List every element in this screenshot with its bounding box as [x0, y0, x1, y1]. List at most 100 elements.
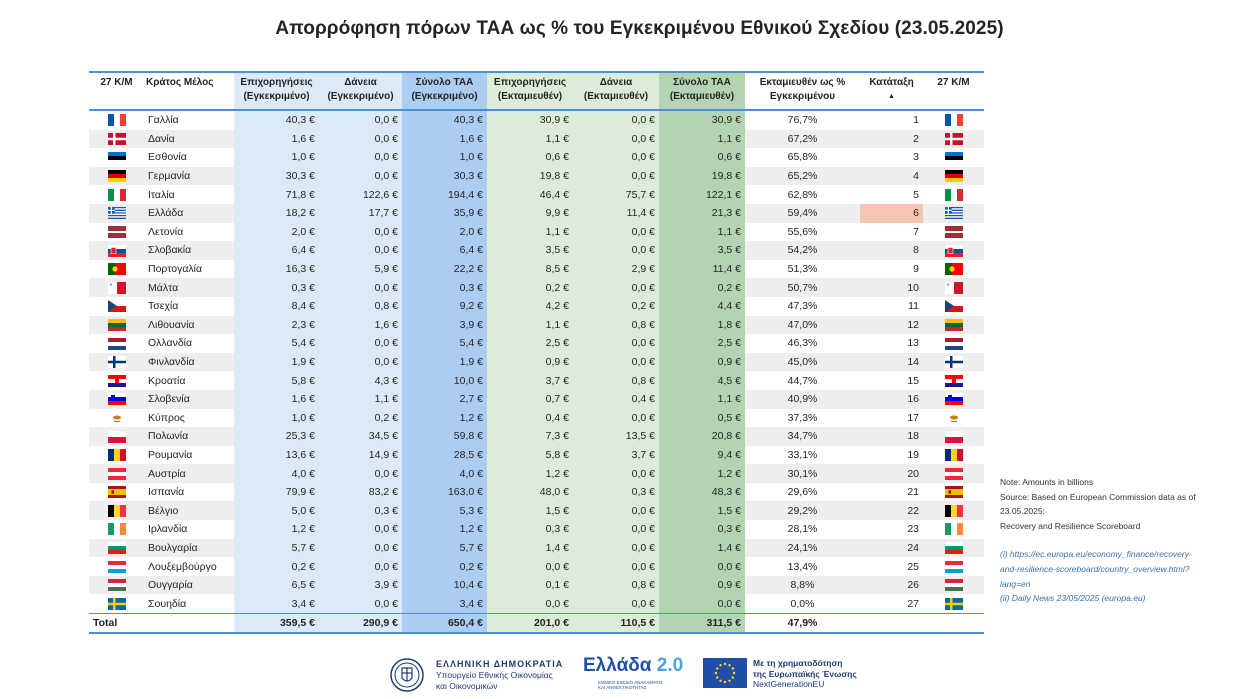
total-approved: 30,3 €	[402, 166, 487, 186]
loans-disbursed: 0,0 €	[573, 501, 659, 521]
table-row[interactable]: Μάλτα 0,3 €0,0 €0,3 €0,2 €0,0 €0,2 €50,7%…	[89, 278, 984, 297]
col-header-rank[interactable]: Κατάταξη ▲	[860, 71, 923, 111]
grants-disbursed: 0,2 €	[487, 278, 573, 297]
table-row[interactable]: Γαλλία 40,3 €0,0 €40,3 €30,9 €0,0 €30,9 €…	[89, 110, 984, 130]
loans-disbursed: 2,9 €	[573, 259, 659, 279]
disbursed-pct: 33,1%	[787, 448, 818, 461]
flag-pt-icon	[944, 263, 963, 276]
col-header-loans-approved[interactable]: Δάνεια (Εγκεκριμένο)	[319, 71, 402, 111]
col-header-grants-disbursed[interactable]: Επιχορηγήσεις (Εκταμιευθέν)	[487, 71, 573, 111]
flag-right	[923, 278, 984, 297]
loans-approved: 0,2 €	[319, 408, 402, 428]
flag-lu-icon	[944, 560, 963, 573]
table-row[interactable]: Ιταλία 71,8 €122,6 €194,4 €46,4 €75,7 €12…	[89, 185, 984, 204]
table-row[interactable]: Γερμανία 30,3 €0,0 €30,3 €19,8 €0,0 €19,8…	[89, 166, 984, 186]
note-source: Source: Based on European Commission dat…	[1000, 491, 1196, 502]
table-row[interactable]: Φινλανδία 1,9 €0,0 €1,9 €0,9 €0,0 €0,9 €4…	[89, 352, 984, 372]
total-approved: 5,4 €	[402, 334, 487, 353]
sort-ascending-icon[interactable]: ▲	[888, 93, 895, 100]
loans-approved: 0,0 €	[319, 520, 402, 539]
table-row[interactable]: Δανία 1,6 €0,0 €1,6 €1,1 €0,0 €1,1 €67,2%…	[89, 129, 984, 149]
col-header-flag-right[interactable]: 27 Κ/Μ	[923, 71, 984, 111]
flag-gr-icon	[944, 207, 963, 220]
rank: 2	[860, 129, 923, 149]
table-row[interactable]: Κύπρος 1,0 €0,2 €1,2 €0,4 €0,0 €0,5 € 37,3…	[89, 408, 984, 428]
table-row[interactable]: Βουλγαρία 5,7 €0,0 €5,7 €1,4 €0,0 €1,4 €2…	[89, 538, 984, 558]
table-row[interactable]: Λουξεμβούργο 0,2 €0,0 €0,2 €0,0 €0,0 €0,0…	[89, 557, 984, 576]
disbursed-pct: 65,2%	[745, 166, 860, 186]
flag-right	[923, 389, 984, 409]
table-row[interactable]: Ουγγαρία 6,5 €3,9 €10,4 €0,1 €0,8 €0,9 €8…	[89, 575, 984, 595]
loans-disbursed: 0,0 €	[573, 408, 659, 428]
table-row[interactable]: Σλοβενία 1,6 €1,1 €2,7 €0,7 €0,4 €1,1 €40…	[89, 389, 984, 409]
flag-left	[89, 427, 144, 446]
rank: 3	[913, 151, 919, 164]
source-link-1[interactable]: (i) https://ec.europa.eu/economy_finance…	[1000, 547, 1220, 591]
flag-it-icon	[107, 188, 126, 201]
page-title: Απορρόφηση πόρων ΤΑΑ ως % του Εγκεκριμέν…	[275, 18, 1004, 39]
flag-left	[89, 166, 144, 186]
total-disbursed: 4,5 €	[659, 371, 745, 390]
table-row[interactable]: Πολωνία 25,3 €34,5 €59,8 €7,3 €13,5 €20,8…	[89, 427, 984, 446]
disbursed-pct: 24,1%	[745, 538, 860, 558]
notes-panel: Note: Amounts in billions Source: Based …	[1000, 475, 1220, 606]
flag-sk-icon	[944, 244, 963, 257]
col-header-country[interactable]: Κράτος Μέλος	[144, 71, 234, 111]
table-row[interactable]: Λιθουανία 2,3 €1,6 €3,9 €1,1 €0,8 €1,8 €4…	[89, 315, 984, 335]
table-row[interactable]: Ρουμανία 13,6 €14,9 €28,5 €5,8 €3,7 €9,4 …	[89, 445, 984, 465]
col-header-disbursed-pct[interactable]: Εκταμιευθέν ως % Εγκεκριμένου	[745, 71, 860, 111]
table-row[interactable]: Βέλγιο 5,0 €0,3 €5,3 €1,5 €0,0 €1,5 €29,2…	[89, 501, 984, 521]
country-name: Ιρλανδία	[148, 523, 188, 536]
grants-approved: 4,0 €	[234, 464, 319, 483]
country-name: Σουηδία	[148, 597, 187, 610]
table-row[interactable]: Τσεχία 8,4 €0,8 €9,2 €4,2 €0,2 €4,4 € 47,3…	[89, 296, 984, 316]
total-disbursed: 3,5 €	[659, 241, 745, 260]
grants-disbursed: 3,7 €	[487, 371, 573, 390]
country-name: Κύπρος	[148, 411, 185, 424]
loans-disbursed: 0,2 €	[573, 296, 659, 316]
country-name: Δανία	[144, 129, 234, 149]
grants-approved: 1,2 €	[234, 520, 319, 539]
table-row[interactable]: Εσθονία 1,0 €0,0 €1,0 €0,6 €0,0 €0,6 €65,…	[89, 148, 984, 167]
loans-approved: 0,0 €	[319, 110, 402, 130]
total-disbursed: 9,4 €	[659, 445, 745, 465]
disbursed-pct: 45,0%	[745, 352, 860, 372]
flag-lv-icon	[107, 225, 126, 238]
grants-approved: 1,6 €	[234, 129, 319, 149]
loans-approved: 0,0 €	[319, 594, 402, 614]
table-row[interactable]: Πορτογαλία 16,3 €5,9 €22,2 €8,5 €2,9 €11,…	[89, 259, 984, 279]
table-row[interactable]: Λετονία 2,0 €0,0 €2,0 €1,1 €0,0 €1,1 €55,…	[89, 222, 984, 242]
table-row[interactable]: Κροατία 5,8 €4,3 €10,0 €3,7 €0,8 €4,5 € 44…	[89, 371, 984, 390]
flag-right	[923, 129, 984, 149]
col-header-total-disbursed[interactable]: Σύνολο ΤΑΑ (Εκταμιευθέν)	[659, 71, 745, 111]
col-header-flag-left[interactable]: 27 Κ/Μ	[89, 71, 144, 111]
rank: 21	[907, 486, 919, 499]
greece20-sub2: ΚΑΙ ΑΝΘΕΚΤΙΚΟΤΗΤΑΣ	[598, 685, 647, 690]
flag-left	[89, 409, 144, 428]
total-disbursed: 30,9 €	[659, 110, 745, 130]
disbursed-pct: 50,7%	[745, 278, 860, 297]
source-link-2[interactable]: (ii) Daily News 23/05/2025 (europa.eu)	[1000, 593, 1146, 604]
table-row[interactable]: Ισπανία 79,9 €83,2 €163,0 €48,0 €0,3 €48,…	[89, 482, 984, 502]
grants-approved: 79,9 €	[234, 482, 319, 502]
flag-fr-icon	[944, 114, 963, 127]
grants-disbursed: 4,2 €	[487, 296, 573, 316]
table-row[interactable]: Ελλάδα 18,2 €17,7 €35,9 €9,9 €11,4 €21,3 …	[89, 203, 984, 223]
table-row[interactable]: Σουηδία 3,4 €0,0 €3,4 €0,0 €0,0 €0,0 €0,0…	[89, 594, 984, 614]
country-name: Λουξεμβούργο	[148, 560, 217, 573]
flag-left	[89, 185, 144, 204]
table-row[interactable]: Ολλανδία 5,4 €0,0 €5,4 €2,5 €0,0 €2,5 €46…	[89, 334, 984, 353]
total-country-empty	[144, 613, 234, 635]
loans-disbursed: 0,8 €	[573, 575, 659, 595]
col-header-grants-approved[interactable]: Επιχορηγήσεις (Εγκεκριμένο)	[234, 71, 319, 111]
flag-lv-icon	[944, 225, 963, 238]
table-row[interactable]: Ιρλανδία 1,2 €0,0 €1,2 €0,3 €0,0 €0,3 €28…	[89, 520, 984, 539]
flag-left	[89, 538, 144, 558]
col-header-loans-disbursed[interactable]: Δάνεια (Εκταμιευθέν)	[573, 71, 659, 111]
table-row[interactable]: Σλοβακία 6,4 €0,0 €6,4 €3,5 €0,0 €3,5 €54…	[89, 241, 984, 260]
col-header-total-approved[interactable]: Σύνολο ΤΑΑ (Εγκεκριμένο)	[402, 71, 487, 111]
total-disbursed: 1,4 €	[659, 538, 745, 558]
total-disbursed: 0,5 €	[659, 408, 745, 428]
flag-ee-icon	[107, 151, 126, 164]
table-row[interactable]: Αυστρία 4,0 €0,0 €4,0 €1,2 €0,0 €1,2 €30,…	[89, 464, 984, 483]
